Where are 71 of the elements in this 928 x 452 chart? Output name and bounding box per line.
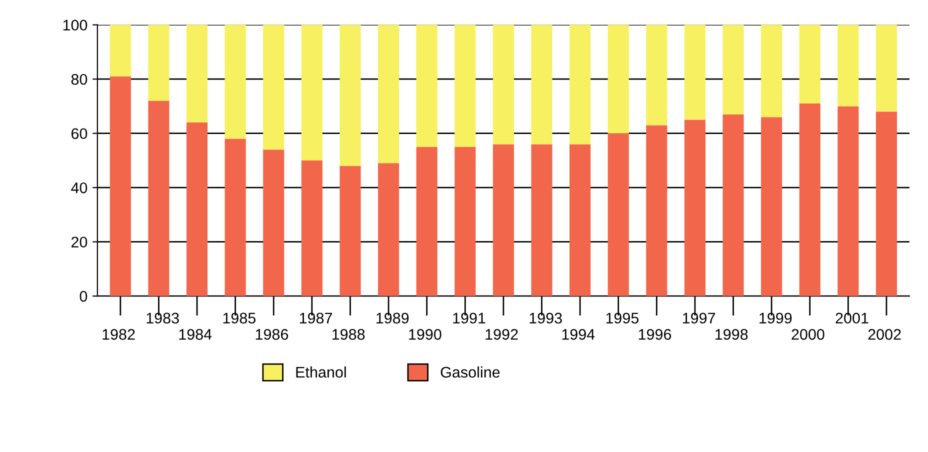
bar [838, 106, 859, 296]
x-tick-label: 2002 [868, 329, 901, 340]
bar [492, 24, 514, 144]
y-tick-label: 80 [71, 74, 88, 85]
bar [722, 24, 744, 114]
bar [186, 122, 208, 296]
bar [186, 24, 208, 122]
bar [722, 114, 744, 296]
y-tick-label: 40 [71, 182, 88, 194]
x-tick-label: 2000 [792, 329, 824, 340]
bar [263, 24, 284, 150]
bar [263, 150, 284, 296]
y-tick-label: 100 [63, 20, 88, 31]
x-tick-label: 1989 [376, 312, 409, 324]
y-tick-label: 60 [72, 128, 88, 140]
bar [148, 100, 170, 296]
x-tick-label: 2001 [836, 312, 868, 324]
bar [110, 76, 131, 296]
bar [416, 24, 438, 147]
bar [799, 104, 820, 296]
bar [454, 24, 476, 147]
bar [684, 120, 706, 296]
x-tick-label: 1991 [453, 312, 486, 324]
y-tick-label: 0 [80, 290, 88, 302]
bar [684, 24, 706, 120]
bar [646, 125, 668, 296]
bar [301, 160, 322, 296]
bar [531, 24, 552, 144]
legend-label: Ethanol [296, 366, 346, 378]
x-tick-label: 1982 [102, 329, 135, 340]
bar [340, 166, 361, 296]
x-tick-label: 1997 [682, 312, 716, 324]
bar [570, 144, 591, 296]
x-tick-label: 1999 [760, 312, 792, 324]
bar [531, 144, 552, 296]
bar [340, 24, 361, 166]
bar [761, 117, 782, 296]
bar [876, 24, 897, 112]
x-tick-label: 1983 [146, 312, 179, 324]
bar [416, 146, 438, 296]
bar [570, 24, 591, 144]
bar [838, 24, 859, 106]
x-tick-label: 1987 [300, 312, 332, 324]
bar [761, 24, 782, 118]
bar [224, 138, 246, 296]
bar [454, 146, 476, 296]
bar [646, 24, 668, 126]
bar [608, 133, 629, 296]
x-tick-label: 1996 [638, 329, 672, 340]
x-tick-label: 1994 [562, 329, 595, 340]
x-tick-label: 1988 [332, 329, 365, 340]
bar [608, 24, 629, 134]
bar [148, 24, 170, 101]
bar [224, 24, 246, 139]
bar [876, 112, 897, 296]
bar [799, 24, 820, 104]
bar [378, 163, 400, 296]
bar [301, 24, 322, 160]
x-tick-label: 1990 [409, 329, 442, 340]
x-tick-label: 1992 [486, 329, 518, 340]
x-tick-label: 1993 [530, 312, 562, 324]
y-tick-label: 20 [71, 236, 88, 248]
x-tick-label: 1986 [256, 329, 288, 340]
bar [492, 144, 514, 296]
x-tick-label: 1985 [223, 312, 256, 324]
bar [110, 24, 131, 76]
x-tick-label: 1995 [606, 312, 639, 324]
x-tick-label: 1984 [179, 329, 212, 340]
bar [378, 24, 400, 164]
legend-label: Gasoline [440, 366, 500, 378]
x-tick-label: 1998 [716, 329, 748, 340]
